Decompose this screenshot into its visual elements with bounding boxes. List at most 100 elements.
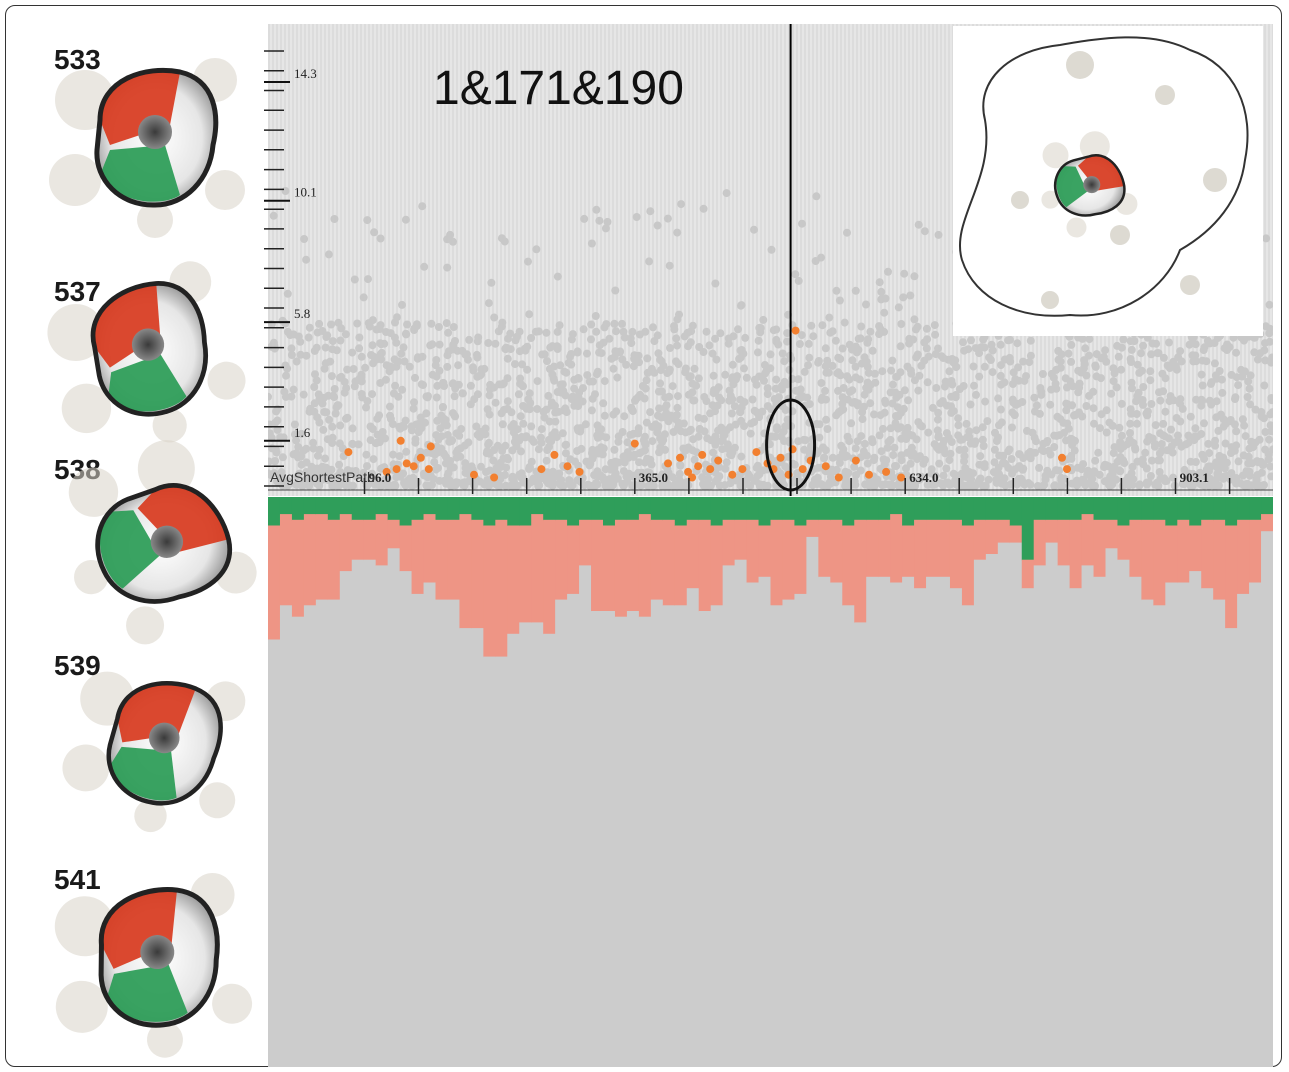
background-point [832, 286, 841, 295]
bar-segment-green [722, 497, 736, 521]
background-point [694, 432, 703, 441]
background-point [948, 380, 957, 389]
background-point [1267, 427, 1273, 436]
bar-segment-gray [1153, 605, 1166, 1067]
background-point [955, 445, 964, 454]
bar-segment-gray [1081, 565, 1095, 1067]
background-point [1030, 393, 1039, 402]
background-point [620, 412, 629, 421]
background-point [877, 447, 886, 456]
background-point [740, 364, 748, 373]
background-point [1066, 377, 1075, 386]
background-point [1172, 414, 1181, 422]
background-point [587, 239, 596, 248]
background-point [618, 355, 627, 364]
plot-stripe [672, 24, 674, 496]
background-point [588, 394, 597, 403]
background-point [924, 352, 933, 361]
background-point [1248, 459, 1257, 468]
highlight-point [424, 465, 433, 474]
background-point [1094, 448, 1103, 457]
surface-blob [199, 782, 236, 819]
bar-segment-salmon [1225, 525, 1238, 629]
background-point [553, 272, 562, 281]
background-point [1176, 347, 1185, 356]
highlight-point [688, 473, 697, 482]
background-point [798, 219, 806, 228]
background-point [736, 408, 744, 417]
background-point [962, 419, 971, 428]
bar-segment-green [1201, 497, 1214, 521]
background-point [1254, 481, 1263, 490]
background-point [878, 367, 887, 376]
highlight-point [490, 473, 499, 482]
bar-segment-gray [1141, 599, 1154, 1067]
background-point [1257, 408, 1266, 416]
pocket-outline [106, 681, 223, 806]
bar-segment-green [626, 497, 640, 521]
background-point [850, 477, 859, 486]
pocket-outline [90, 281, 208, 417]
bar-segment-salmon [890, 514, 903, 584]
background-point [1146, 376, 1155, 385]
background-point [514, 390, 523, 399]
bar-segment-salmon [842, 525, 855, 606]
background-point [640, 439, 649, 448]
background-point [970, 381, 978, 390]
bar-segment-salmon [662, 519, 676, 606]
background-point [728, 360, 737, 369]
background-point [1167, 442, 1176, 451]
bar-segment-salmon [818, 519, 831, 578]
background-point [1191, 424, 1200, 433]
bar-segment-gray [734, 559, 748, 1067]
background-point [864, 368, 873, 377]
background-point [394, 357, 403, 366]
background-point [484, 339, 493, 347]
bar-segment-salmon [591, 519, 604, 612]
background-point [831, 467, 840, 476]
bar-segment-green [794, 497, 807, 527]
background-point [759, 315, 768, 324]
background-point [855, 375, 864, 384]
plot-stripe [540, 24, 542, 496]
background-point [1116, 439, 1125, 448]
background-point [1126, 405, 1135, 414]
background-point [443, 471, 452, 480]
background-point [519, 419, 528, 428]
background-point [497, 234, 506, 243]
plot-stripe [272, 24, 274, 496]
background-point [994, 463, 1003, 472]
plot-stripe [436, 24, 438, 496]
background-point [336, 421, 345, 430]
background-point [918, 422, 926, 431]
background-point [1246, 400, 1255, 409]
background-point [863, 338, 872, 347]
background-point [398, 300, 406, 309]
plot-stripe [560, 24, 562, 496]
background-point [642, 376, 651, 385]
bar-segment-green [854, 497, 867, 521]
plot-stripe [676, 24, 678, 496]
bar-segment-gray [938, 576, 951, 1067]
background-point [359, 471, 368, 480]
plot-stripe [736, 24, 738, 496]
background-point [1115, 423, 1124, 432]
plot-stripe [768, 24, 770, 496]
plot-stripe [380, 24, 382, 496]
background-point [656, 443, 665, 452]
background-point [1196, 468, 1204, 477]
plot-stripe [456, 24, 458, 496]
inset-pocket [1041, 131, 1138, 238]
bar-segment-salmon [579, 519, 592, 566]
background-point [411, 373, 419, 382]
background-point [481, 430, 490, 439]
background-point [799, 435, 808, 444]
bar-segment-salmon [351, 519, 365, 561]
background-point [673, 228, 682, 237]
background-point [375, 411, 384, 420]
background-point [402, 447, 411, 456]
background-point [518, 360, 527, 369]
background-point [887, 366, 896, 375]
plot-stripe [628, 24, 630, 496]
background-point [1132, 410, 1141, 418]
